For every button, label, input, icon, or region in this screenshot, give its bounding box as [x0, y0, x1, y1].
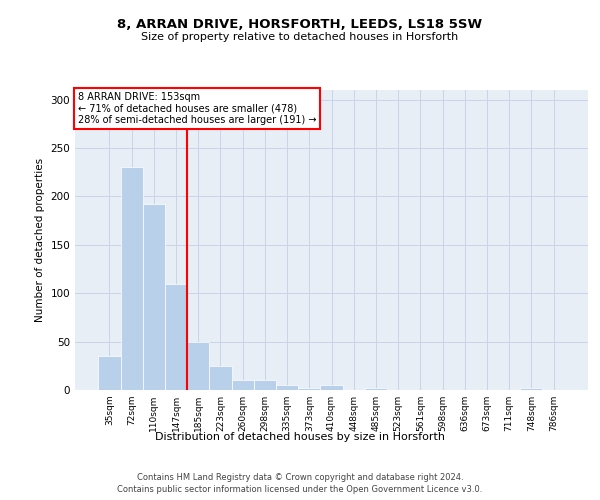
Bar: [276, 385, 298, 390]
Bar: [121, 168, 143, 390]
Bar: [232, 380, 254, 390]
Bar: [320, 385, 343, 390]
Bar: [187, 342, 209, 390]
Bar: [298, 388, 320, 390]
Bar: [365, 388, 387, 390]
Text: Contains HM Land Registry data © Crown copyright and database right 2024.: Contains HM Land Registry data © Crown c…: [137, 472, 463, 482]
Text: Contains public sector information licensed under the Open Government Licence v3: Contains public sector information licen…: [118, 485, 482, 494]
Text: 8 ARRAN DRIVE: 153sqm
← 71% of detached houses are smaller (478)
28% of semi-det: 8 ARRAN DRIVE: 153sqm ← 71% of detached …: [77, 92, 316, 124]
Text: Size of property relative to detached houses in Horsforth: Size of property relative to detached ho…: [142, 32, 458, 42]
Text: 8, ARRAN DRIVE, HORSFORTH, LEEDS, LS18 5SW: 8, ARRAN DRIVE, HORSFORTH, LEEDS, LS18 5…: [118, 18, 482, 30]
Bar: [98, 356, 121, 390]
Bar: [143, 204, 165, 390]
Text: Distribution of detached houses by size in Horsforth: Distribution of detached houses by size …: [155, 432, 445, 442]
Bar: [209, 366, 232, 390]
Bar: [520, 388, 542, 390]
Y-axis label: Number of detached properties: Number of detached properties: [35, 158, 45, 322]
Bar: [165, 284, 187, 390]
Bar: [254, 380, 276, 390]
